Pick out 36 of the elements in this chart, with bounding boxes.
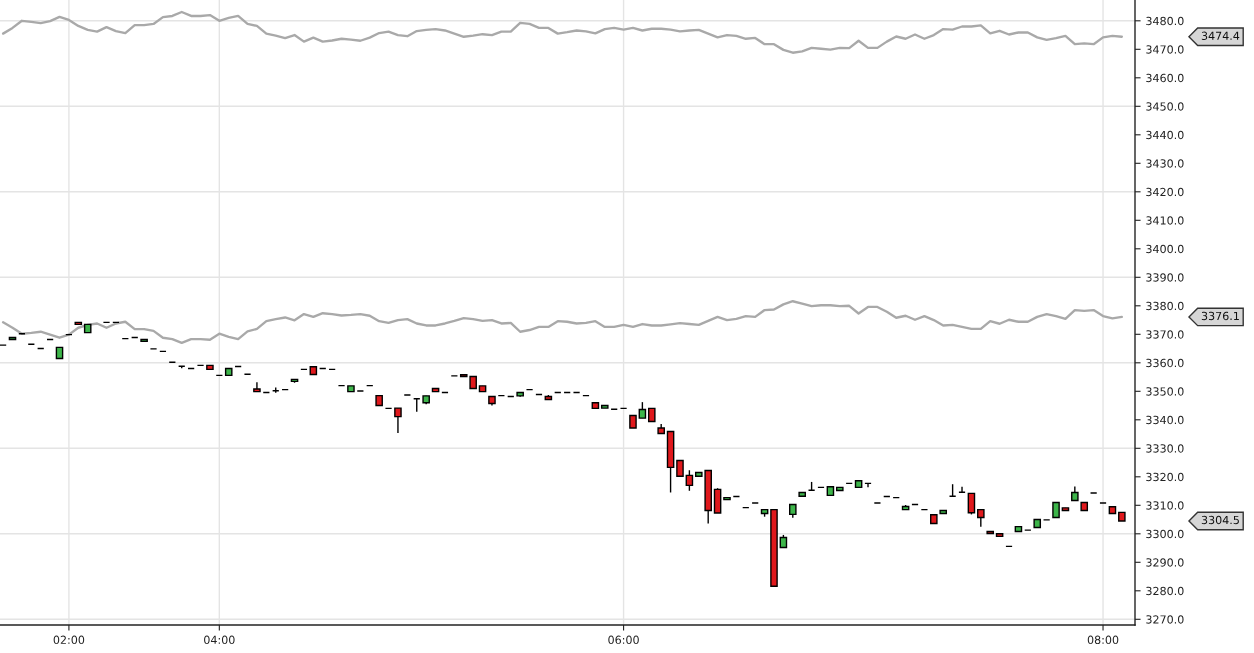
y-tick-label: 3470.0 bbox=[1146, 45, 1184, 54]
y-tick-label: 3360.0 bbox=[1146, 358, 1184, 368]
text: 3376.1 bbox=[1201, 311, 1239, 321]
y-tick-label: 3430.0 bbox=[1146, 159, 1184, 168]
candlestick bbox=[967, 492, 976, 516]
x-tick-label: 04:00 bbox=[204, 635, 235, 645]
y-tick-label: 3390.0 bbox=[1146, 273, 1184, 282]
y-tick-label: 3440.0 bbox=[1146, 130, 1184, 140]
x-tick-label: 06:00 bbox=[608, 635, 639, 645]
text: 3474.4 bbox=[1201, 31, 1240, 40]
x-tick-label: 02:00 bbox=[53, 635, 85, 645]
y-tick-label: 3320.0 bbox=[1146, 472, 1184, 482]
y-tick-label: 3350.0 bbox=[1146, 387, 1184, 396]
y-tick-label: 3270.0 bbox=[1146, 615, 1184, 624]
candlestick bbox=[685, 469, 694, 492]
x-tick-label: 08:00 bbox=[1087, 635, 1119, 645]
y-tick-label: 3380.0 bbox=[1146, 301, 1184, 311]
y-tick-label: 3310.0 bbox=[1146, 501, 1184, 510]
candlestick bbox=[713, 487, 722, 514]
y-tick-label: 3340.0 bbox=[1146, 415, 1184, 425]
line-series bbox=[1, 10, 1124, 54]
y-tick-label: 3480.0 bbox=[1146, 16, 1184, 26]
line-series bbox=[1, 300, 1124, 345]
text: 3304.5 bbox=[1201, 515, 1239, 525]
y-tick-label: 3330.0 bbox=[1146, 444, 1184, 453]
y-tick-label: 3290.0 bbox=[1146, 558, 1184, 567]
y-tick-label: 3370.0 bbox=[1146, 330, 1184, 339]
y-tick-label: 3280.0 bbox=[1146, 586, 1184, 596]
y-tick-label: 3410.0 bbox=[1146, 216, 1184, 225]
y-tick-label: 3460.0 bbox=[1146, 73, 1184, 83]
y-tick-label: 3450.0 bbox=[1146, 102, 1184, 111]
candlestick bbox=[394, 407, 402, 434]
y-tick-label: 3420.0 bbox=[1146, 187, 1184, 197]
y-tick-label: 3300.0 bbox=[1146, 529, 1184, 539]
candlestick bbox=[253, 381, 261, 393]
y-tick-label: 3400.0 bbox=[1146, 244, 1184, 254]
